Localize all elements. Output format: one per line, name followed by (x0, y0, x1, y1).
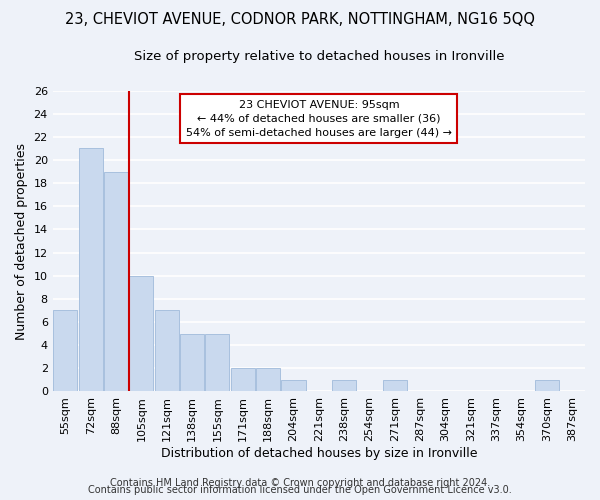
Bar (53, 310, 77, 392)
Bar (535, 380, 559, 392)
Text: Contains public sector information licensed under the Open Government Licence v3: Contains public sector information licen… (88, 485, 512, 495)
Bar (79, 148, 103, 392)
Text: 23, CHEVIOT AVENUE, CODNOR PARK, NOTTINGHAM, NG16 5QQ: 23, CHEVIOT AVENUE, CODNOR PARK, NOTTING… (65, 12, 535, 28)
Bar (180, 334, 204, 392)
Bar (155, 310, 179, 392)
Bar (231, 368, 255, 392)
Bar (104, 172, 128, 392)
Bar (256, 368, 280, 392)
X-axis label: Distribution of detached houses by size in Ironville: Distribution of detached houses by size … (161, 447, 477, 460)
Bar (205, 334, 229, 392)
Y-axis label: Number of detached properties: Number of detached properties (15, 142, 28, 340)
Bar (130, 276, 154, 392)
Bar (281, 380, 305, 392)
Text: 23 CHEVIOT AVENUE: 95sqm
← 44% of detached houses are smaller (36)
54% of semi-d: 23 CHEVIOT AVENUE: 95sqm ← 44% of detach… (186, 100, 452, 138)
Text: Contains HM Land Registry data © Crown copyright and database right 2024.: Contains HM Land Registry data © Crown c… (110, 478, 490, 488)
Title: Size of property relative to detached houses in Ironville: Size of property relative to detached ho… (134, 50, 504, 63)
Bar (383, 380, 407, 392)
Bar (332, 380, 356, 392)
